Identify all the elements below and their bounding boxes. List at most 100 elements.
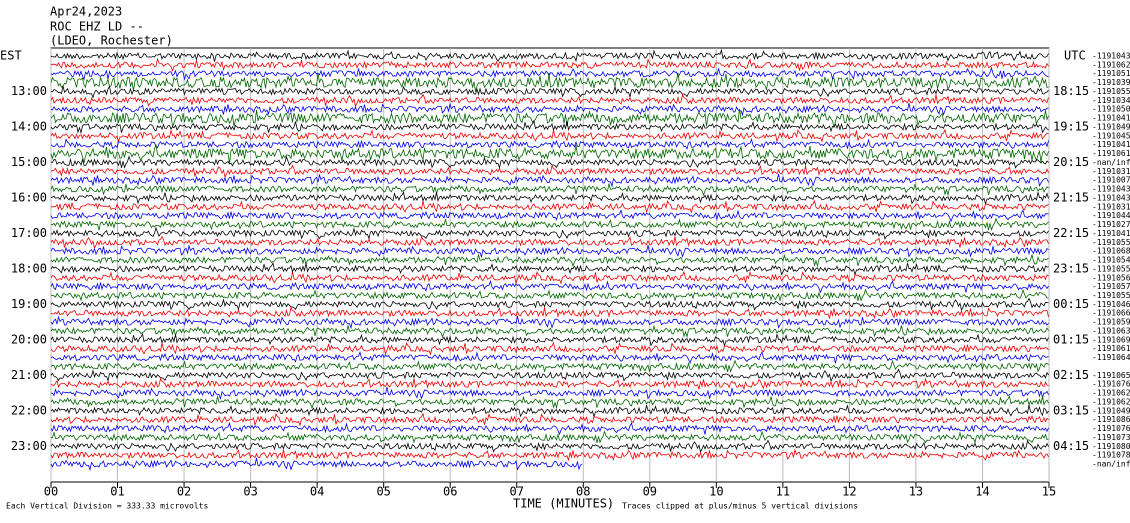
- trace-label: -1191076: [1092, 380, 1130, 389]
- seismic-trace: [50, 57, 1049, 72]
- x-tick-label: 11: [776, 485, 790, 499]
- trace-label: -1191039: [1092, 78, 1130, 87]
- seismic-trace: [50, 297, 1049, 312]
- est-hour: 23:00: [11, 439, 47, 453]
- est-hour: 22:00: [11, 403, 47, 417]
- trace-label: -1191045: [1092, 131, 1130, 140]
- trace-label: -1191041: [1092, 114, 1130, 123]
- seismic-trace: [50, 324, 1049, 339]
- seismic-trace: [50, 108, 1049, 128]
- trace-label: -1191080: [1092, 442, 1130, 451]
- trace-label: -nan/inf: [1092, 460, 1130, 469]
- trace-label: -1191069: [1092, 335, 1130, 344]
- trace-label: -1191031: [1092, 167, 1130, 176]
- trace-label: -nan/inf: [1092, 158, 1130, 167]
- x-tick-label: 10: [709, 485, 723, 499]
- est-hour: 15:00: [11, 155, 47, 169]
- trace-label: -1191086: [1092, 415, 1130, 424]
- est-hour: 14:00: [11, 119, 47, 133]
- trace-label: -1191055: [1092, 264, 1130, 273]
- utc-hour: 18:15: [1053, 84, 1089, 98]
- seismic-trace: [50, 421, 1049, 436]
- utc-label: UTC: [1064, 49, 1086, 63]
- seismic-trace: [50, 137, 1049, 150]
- utc-hour: 04:15: [1053, 439, 1089, 453]
- est-hour: 20:00: [11, 332, 47, 346]
- seismic-trace: [50, 439, 1049, 454]
- x-axis-title: TIME (MINUTES): [513, 497, 614, 511]
- trace-label: -1191056: [1092, 273, 1130, 282]
- x-tick-label: 03: [243, 485, 257, 499]
- seismic-trace: [50, 48, 1049, 63]
- seismic-trace: [50, 93, 1049, 108]
- x-tick-label: 15: [1042, 485, 1056, 499]
- seismic-trace: [50, 448, 1049, 462]
- seismic-trace: [50, 128, 1049, 144]
- utc-hour: 03:15: [1053, 403, 1089, 417]
- seismic-trace: [50, 457, 583, 472]
- seismic-trace: [51, 199, 1049, 214]
- trace-label: -1191051: [1092, 69, 1130, 78]
- seismic-trace: [50, 102, 1049, 117]
- trace-label: -1191054: [1092, 256, 1130, 265]
- seismic-trace: [50, 226, 1049, 241]
- est-hour: 16:00: [11, 190, 47, 204]
- trace-label: -1191043: [1092, 185, 1130, 194]
- seismic-trace: [50, 377, 1049, 391]
- seismic-trace: [51, 288, 1049, 302]
- trace-label: -1191068: [1092, 247, 1130, 256]
- seismic-trace: [50, 191, 1049, 206]
- seismic-trace: [50, 208, 1049, 223]
- trace-label: -1191064: [1092, 353, 1130, 362]
- seismic-trace: [50, 120, 1049, 135]
- est-hour: 17:00: [11, 226, 47, 240]
- utc-hour: 19:15: [1053, 119, 1089, 133]
- trace-label: -1191062: [1092, 397, 1130, 406]
- seismic-trace: [50, 395, 1049, 410]
- seismic-trace: [50, 368, 1049, 383]
- seismic-trace: [50, 85, 1049, 99]
- x-tick-label: 08: [576, 485, 590, 499]
- seismic-trace: [50, 217, 1049, 231]
- trace-label: -1191062: [1092, 389, 1130, 398]
- trace-label: -1191046: [1092, 300, 1130, 309]
- x-tick-label: 04: [310, 485, 324, 499]
- x-tick-label: 12: [842, 485, 856, 499]
- x-tick-label: 01: [110, 485, 124, 499]
- clip-note: Traces clipped at plus/minus 5 vertical …: [622, 502, 858, 511]
- trace-label: -1191034: [1092, 96, 1130, 105]
- utc-hour: 02:15: [1053, 368, 1089, 382]
- seismic-trace: [50, 182, 1049, 197]
- trace-label: -1191061: [1092, 149, 1130, 158]
- seismic-trace: [50, 155, 1049, 170]
- trace-label: -1191061: [1092, 344, 1130, 353]
- trace-label: -1191059: [1092, 318, 1130, 327]
- est-hour: 21:00: [11, 368, 47, 382]
- trace-label: -1191041: [1092, 140, 1130, 149]
- est-hour: 13:00: [11, 84, 47, 98]
- seismic-trace: [50, 306, 1049, 320]
- seismic-trace: [50, 359, 1049, 373]
- utc-hour: 01:15: [1053, 332, 1089, 346]
- est-hour: 18:00: [11, 261, 47, 275]
- trace-label: -1191076: [1092, 424, 1130, 433]
- seismic-trace: [50, 173, 1049, 188]
- utc-hour: 22:15: [1053, 226, 1089, 240]
- date: Apr24,2023: [50, 5, 122, 19]
- seismic-trace: [50, 341, 1049, 356]
- x-tick-label: 07: [510, 485, 524, 499]
- trace-label: -1191027: [1092, 220, 1130, 229]
- utc-hour: 23:15: [1053, 261, 1089, 275]
- trace-label: -1191049: [1092, 122, 1130, 131]
- x-tick-label: 06: [443, 485, 457, 499]
- seismic-trace: [50, 72, 1049, 92]
- seismic-trace: [50, 315, 1049, 330]
- x-tick-label: 14: [975, 485, 989, 499]
- trace-label: -1191062: [1092, 60, 1130, 69]
- utc-hour: 20:15: [1053, 155, 1089, 169]
- seismic-trace: [50, 262, 1049, 277]
- seismic-trace: [50, 144, 1049, 164]
- x-tick-label: 05: [376, 485, 390, 499]
- trace-label: -1191073: [1092, 433, 1130, 442]
